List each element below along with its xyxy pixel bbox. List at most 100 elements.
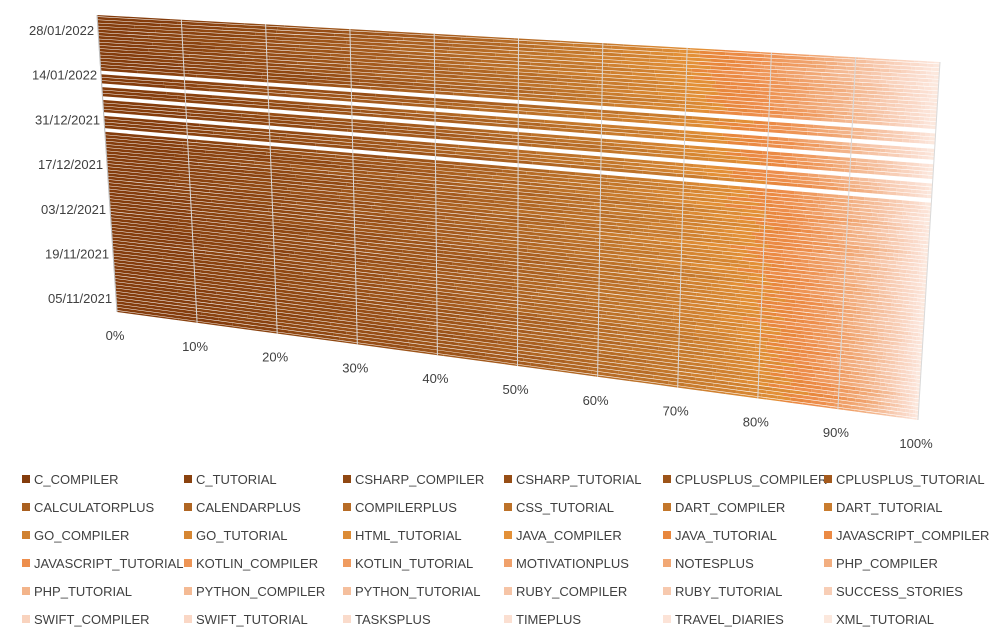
x-tick-label: 80% — [743, 414, 769, 429]
bar-segment-swift-compiler — [896, 299, 904, 304]
bar-segment-java-compiler — [741, 212, 767, 218]
bar-segment-java-tutorial — [706, 98, 727, 104]
bar-segment-xml-tutorial — [931, 67, 940, 72]
bar-segment-ruby-tutorial — [887, 314, 895, 319]
bar-segment-xml-tutorial — [914, 402, 919, 407]
bar-segment-php-tutorial — [851, 203, 864, 208]
bar-segment-timeplus — [912, 351, 917, 356]
bar-segment-python-compiler — [864, 296, 874, 301]
bar-segment-kotlin-tutorial — [823, 216, 840, 221]
bar-segment-kotlin-compiler — [812, 249, 824, 254]
bar-segment-go-tutorial — [696, 292, 724, 299]
bar-segment-kotlin-tutorial — [803, 112, 818, 117]
bar-segment-swift-tutorial — [904, 150, 912, 155]
bar-segment-ruby-compiler — [878, 343, 884, 348]
bar-segment-python-tutorial — [880, 255, 890, 260]
bar-segment-javascript-tutorial — [746, 68, 761, 73]
bar-segment-cplusplus-compiler — [385, 278, 457, 290]
bar-segment-xml-tutorial — [928, 156, 935, 160]
bar-segment-csharp-tutorial — [346, 331, 409, 343]
bar-segment-xml-tutorial — [933, 102, 938, 106]
bar-segment-dart-compiler — [648, 203, 676, 210]
bar-segment-swift-tutorial — [905, 246, 911, 251]
bar-segment-c-tutorial — [198, 162, 265, 172]
bar-segment-travel-diaries — [917, 294, 922, 298]
bar-segment-java-tutorial — [778, 354, 793, 360]
legend-label: C_TUTORIAL — [196, 471, 277, 487]
bar-segment-travel-diaries — [922, 124, 931, 129]
bar-segment-kotlin-compiler — [805, 286, 819, 291]
bar-segment-ruby-tutorial — [890, 295, 895, 299]
bar-segment-dart-tutorial — [596, 66, 632, 72]
bar-segment-go-tutorial — [675, 162, 694, 168]
bar-segment-calendarplus — [494, 140, 532, 147]
bar-segment-ruby-tutorial — [892, 222, 897, 227]
bar-segment-notesplus — [833, 300, 847, 306]
bar-segment-ruby-compiler — [874, 94, 884, 99]
bar-segment-csharp-tutorial — [303, 265, 383, 278]
bar-segment-travel-diaries — [917, 282, 923, 287]
bar-segment-xml-tutorial — [920, 333, 924, 337]
bar-segment-calculatorplus — [491, 158, 533, 165]
bar-segment-php-compiler — [859, 372, 867, 377]
bar-segment-dart-tutorial — [622, 244, 653, 251]
bar-segment-kotlin-tutorial — [823, 363, 832, 369]
bar-segment-dart-compiler — [646, 294, 667, 300]
bar-segment-javascript-tutorial — [747, 101, 764, 106]
bar-segment-compilerplus — [556, 284, 601, 293]
bar-segment-go-tutorial — [736, 386, 750, 392]
bar-segment-motivationplus — [819, 178, 832, 183]
bar-segment-xml-tutorial — [917, 344, 923, 349]
bar-segment-go-compiler — [587, 73, 623, 79]
bar-segment-php-compiler — [844, 275, 857, 280]
bar-segment-python-tutorial — [876, 301, 883, 306]
bar-segment-calculatorplus — [475, 216, 525, 224]
y-tick-label: 28/01/2022 — [29, 23, 94, 38]
bar-segment-python-tutorial — [850, 74, 861, 79]
bar-segment-html-tutorial — [672, 239, 702, 245]
bar-segment-csharp-tutorial — [317, 297, 383, 309]
bar-segment-javascript-tutorial — [801, 372, 816, 378]
y-axis-ticks: 05/11/202119/11/202103/12/202117/12/2021… — [29, 23, 112, 306]
bar-segment-html-tutorial — [721, 207, 743, 212]
bar-segment-php-compiler — [855, 341, 865, 346]
bar-segment-notesplus — [816, 64, 827, 69]
bar-segment-compilerplus — [569, 300, 594, 306]
bar-segment-c-tutorial — [205, 251, 263, 261]
bar-segment-php-compiler — [849, 233, 858, 238]
bar-segment-compilerplus — [591, 370, 634, 380]
bar-segment-c-tutorial — [226, 305, 314, 320]
bar-segment-compilerplus — [503, 183, 549, 191]
bar-segment-swift-tutorial — [904, 405, 908, 409]
bar-segment-css-tutorial — [553, 213, 597, 221]
bar-segment-css-tutorial — [605, 282, 640, 290]
bar-segment-javascript-compiler — [783, 280, 801, 286]
bar-segment-ruby-compiler — [883, 352, 887, 356]
bar-segment-c-tutorial — [172, 228, 220, 236]
bar-segment-html-tutorial — [671, 118, 698, 124]
bar-segment-go-compiler — [686, 280, 712, 287]
bar-segment-python-tutorial — [875, 309, 885, 314]
bar-segment-motivationplus — [821, 261, 835, 266]
bar-segment-c-compiler — [115, 291, 227, 309]
bar-segment-ruby-compiler — [880, 348, 887, 352]
legend-swatch — [343, 475, 351, 483]
bar-segment-swift-tutorial — [911, 135, 916, 140]
bar-segment-ruby-compiler — [876, 91, 886, 95]
bar-segment-timeplus — [918, 240, 921, 244]
bar-segment-css-tutorial — [618, 370, 654, 379]
bar-segment-php-compiler — [849, 260, 856, 265]
x-tick-label: 90% — [823, 425, 849, 440]
bar-segment-kotlin-compiler — [792, 153, 804, 158]
bar-segment-python-compiler — [855, 226, 864, 231]
bar-segment-c-tutorial — [148, 48, 232, 57]
bar-segment-cplusplus-tutorial — [407, 127, 435, 132]
bar-segment-cplusplus-compiler — [384, 128, 449, 137]
legend-swatch — [184, 587, 192, 595]
bar-segment-go-compiler — [706, 386, 737, 394]
bar-segment-go-compiler — [660, 299, 689, 307]
bar-segment-javascript-compiler — [725, 74, 743, 79]
bar-segment-c-tutorial — [178, 318, 271, 333]
bar-segment-python-tutorial — [879, 413, 887, 416]
bar-segment-c-tutorial — [133, 38, 202, 46]
